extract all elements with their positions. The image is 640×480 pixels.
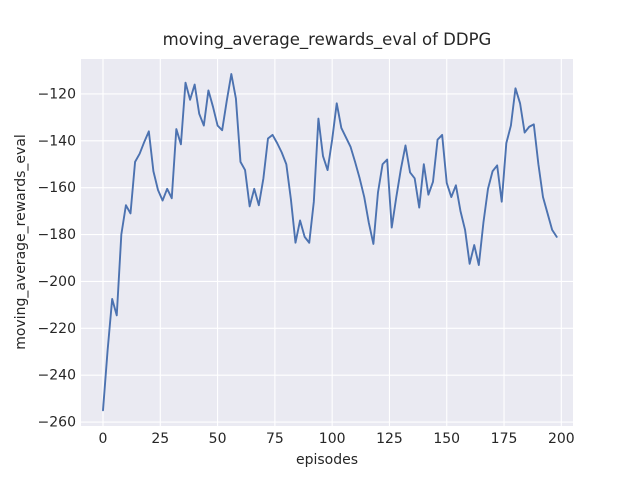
- x-tick-label: 200: [548, 431, 575, 447]
- y-tick-label: −120: [38, 86, 76, 102]
- x-tick-label: 175: [491, 431, 518, 447]
- y-tick-label: −180: [38, 227, 76, 243]
- y-tick-label: −220: [38, 321, 76, 337]
- x-tick-label: 125: [376, 431, 403, 447]
- y-axis-label: moving_average_rewards_eval: [13, 134, 29, 350]
- x-tick-label: 0: [99, 431, 108, 447]
- chart-title: moving_average_rewards_eval of DDPG: [162, 30, 492, 49]
- x-tick-label: 100: [319, 431, 346, 447]
- x-axis-label: episodes: [295, 452, 359, 468]
- reward-line: [102, 73, 558, 412]
- y-tick-label: −160: [38, 180, 76, 196]
- x-tick-label: 150: [433, 431, 460, 447]
- y-tick-label: −240: [38, 368, 76, 384]
- plot-background: [81, 59, 573, 426]
- y-tick-label: −260: [38, 415, 76, 431]
- x-tick-label: 50: [209, 431, 227, 447]
- y-tick-label: −200: [38, 274, 76, 290]
- x-tick-label: 75: [266, 431, 284, 447]
- y-tick-label: −140: [38, 133, 76, 149]
- x-tick-label: 25: [151, 431, 169, 447]
